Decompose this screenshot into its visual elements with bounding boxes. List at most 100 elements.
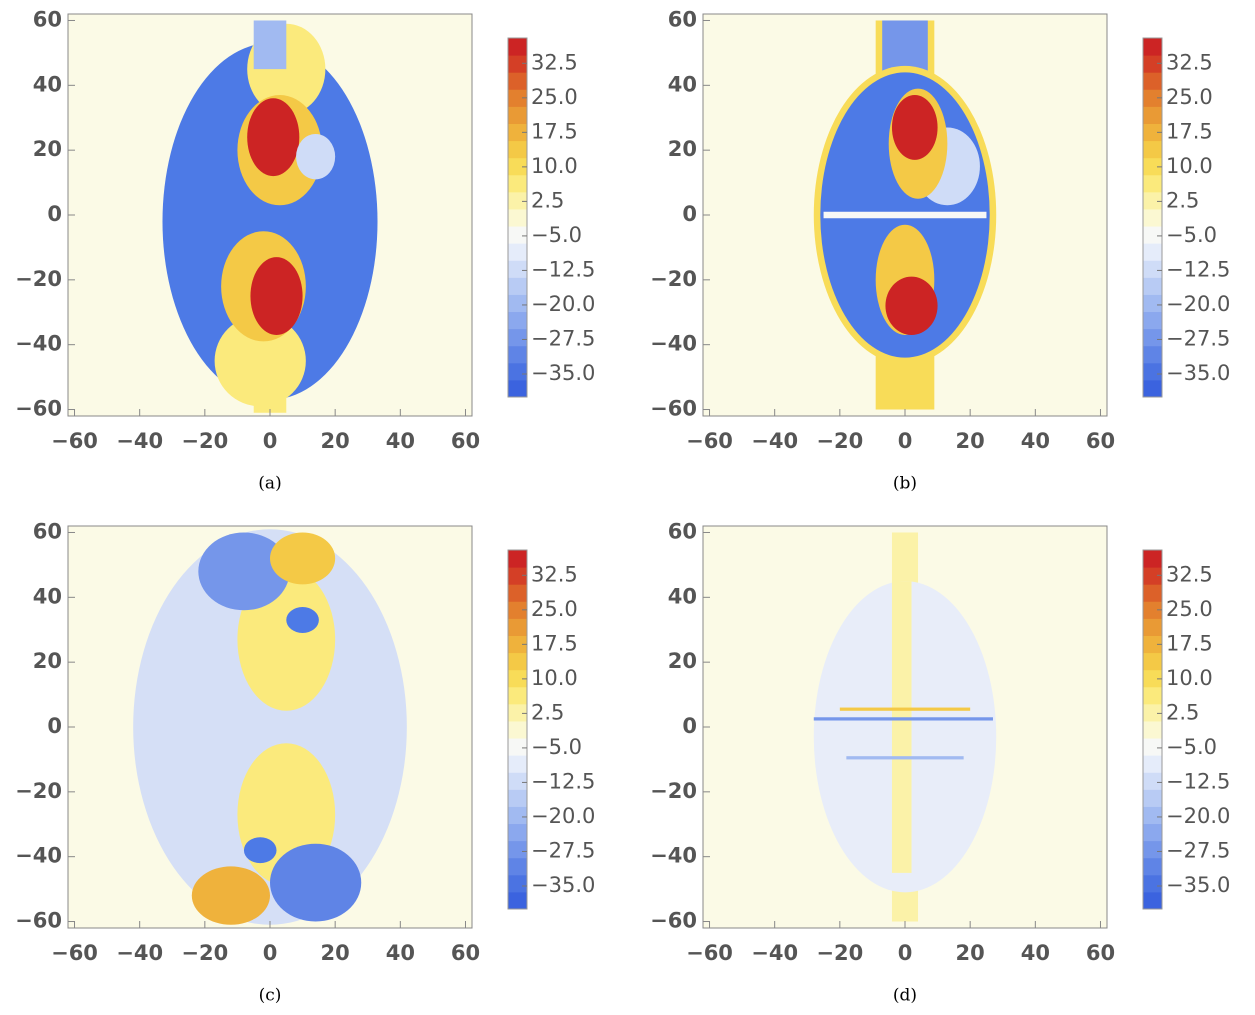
field	[813, 532, 997, 922]
x-tick-label: −40	[751, 429, 798, 453]
field-region	[253, 20, 287, 70]
colorbar-band	[508, 874, 527, 893]
colorbar-band	[508, 772, 527, 790]
field-region	[133, 529, 407, 925]
colorbar-band	[508, 720, 527, 739]
colorbar-tick-label: 25.0	[1166, 597, 1213, 621]
plot-area	[703, 526, 1107, 928]
colorbar-band	[1143, 345, 1162, 364]
x-tick-label: −20	[816, 429, 863, 453]
colorbar-band	[1143, 772, 1162, 790]
colorbar-band	[1143, 806, 1162, 825]
colorbar-tick-label: −12.5	[1166, 769, 1230, 793]
x-tick-label: 40	[1021, 429, 1050, 453]
x-tick-label: −40	[116, 429, 163, 453]
colorbar-tick-label: 17.5	[1166, 119, 1213, 143]
colorbar-band	[1143, 89, 1162, 107]
field-region	[250, 257, 303, 335]
panel: −60 −40 −20 0 20 40 60 −60 −40 −20 0 20 40 60 32.5 25.0…	[15, 7, 595, 493]
caption: (d)	[893, 986, 917, 1006]
colorbar-band	[508, 55, 527, 73]
colorbar-band	[1143, 567, 1162, 585]
colorbar-band	[1143, 38, 1162, 56]
caption: (a)	[258, 474, 281, 494]
colorbar-band	[508, 208, 527, 227]
x-tick-label: 60	[1086, 429, 1115, 453]
y-tick-label: 20	[668, 137, 697, 161]
colorbar-band	[1143, 328, 1162, 347]
caption: (c)	[259, 986, 282, 1006]
colorbar-band	[1143, 720, 1162, 739]
x-tick-label: 20	[321, 941, 350, 965]
colorbar-band	[508, 191, 527, 210]
colorbar-tick-label: 10.0	[531, 154, 578, 178]
colorbar-band	[1143, 789, 1162, 807]
colorbar-band	[508, 157, 527, 176]
y-tick-label: 40	[33, 72, 62, 96]
panel: −60 −40 −20 0 20 40 60 −60 −40 −20 0 20 40 60 32.5 25.0…	[650, 7, 1230, 493]
colorbar-tick-label: 25.0	[531, 85, 578, 109]
colorbar-band	[508, 857, 527, 876]
colorbar-band	[1143, 277, 1162, 295]
x-tick-label: 0	[263, 429, 278, 453]
y-tick-label: −20	[650, 779, 697, 803]
colorbar-tick-label: 32.5	[531, 562, 578, 586]
colorbar-tick-label: 25.0	[531, 597, 578, 621]
colorbar-band	[508, 38, 527, 56]
colorbar-tick-label: 17.5	[1166, 631, 1213, 655]
y-tick-label: −40	[650, 332, 697, 356]
colorbar-band	[508, 174, 527, 193]
colorbar-band	[508, 755, 527, 773]
colorbar-frame	[507, 37, 528, 398]
colorbar-tick-label: −5.0	[1166, 223, 1217, 247]
colorbar-band	[1143, 55, 1162, 73]
colorbar-tick-label: 32.5	[1166, 562, 1213, 586]
colorbar-band	[508, 226, 527, 244]
y-tick-label: 20	[668, 649, 697, 673]
plot-area	[68, 14, 472, 416]
colorbar-band	[1143, 652, 1162, 671]
colorbar-band	[1143, 618, 1162, 636]
colorbar-band	[508, 106, 527, 124]
colorbar-frame	[1142, 549, 1163, 910]
y-tick-label: −20	[15, 779, 62, 803]
field-region	[823, 211, 987, 219]
x-tick-label: −20	[181, 941, 228, 965]
colorbar-band	[508, 823, 527, 842]
colorbar-tick-label: 2.5	[1166, 700, 1199, 724]
colorbar-band	[1143, 550, 1162, 568]
colorbar-band	[508, 277, 527, 295]
colorbar-band	[1143, 243, 1162, 261]
colorbar-tick-label: 2.5	[531, 188, 564, 212]
y-tick-label: 60	[668, 519, 697, 543]
field-region	[253, 367, 287, 413]
field-region	[839, 707, 971, 711]
colorbar-band	[1143, 840, 1162, 859]
colorbar-band	[1143, 260, 1162, 278]
y-tick-label: −60	[15, 909, 62, 933]
colorbar-band	[508, 891, 527, 910]
colorbar-band	[508, 635, 527, 654]
colorbar-band	[1143, 686, 1162, 705]
y-tick-label: 40	[33, 584, 62, 608]
y-tick-label: 0	[47, 714, 62, 738]
y-tick-label: −40	[15, 844, 62, 868]
colorbar-band	[508, 738, 527, 756]
x-tick-label: −60	[686, 429, 733, 453]
colorbar-band	[1143, 191, 1162, 210]
colorbar-tick-label: −27.5	[531, 838, 595, 862]
x-tick-label: −20	[181, 429, 228, 453]
colorbar-tick-label: 10.0	[531, 666, 578, 690]
colorbar-tick-label: 32.5	[531, 50, 578, 74]
colorbar-tick-label: −35.0	[1166, 873, 1230, 897]
x-tick-label: −60	[51, 941, 98, 965]
colorbar-band	[508, 243, 527, 261]
colorbar-band	[1143, 72, 1162, 90]
colorbar-band	[508, 260, 527, 278]
x-tick-label: 60	[1086, 941, 1115, 965]
colorbar-frame	[1142, 37, 1163, 398]
x-tick-label: 20	[321, 429, 350, 453]
colorbar-band	[1143, 669, 1162, 688]
colorbar-tick-label: −12.5	[1166, 257, 1230, 281]
